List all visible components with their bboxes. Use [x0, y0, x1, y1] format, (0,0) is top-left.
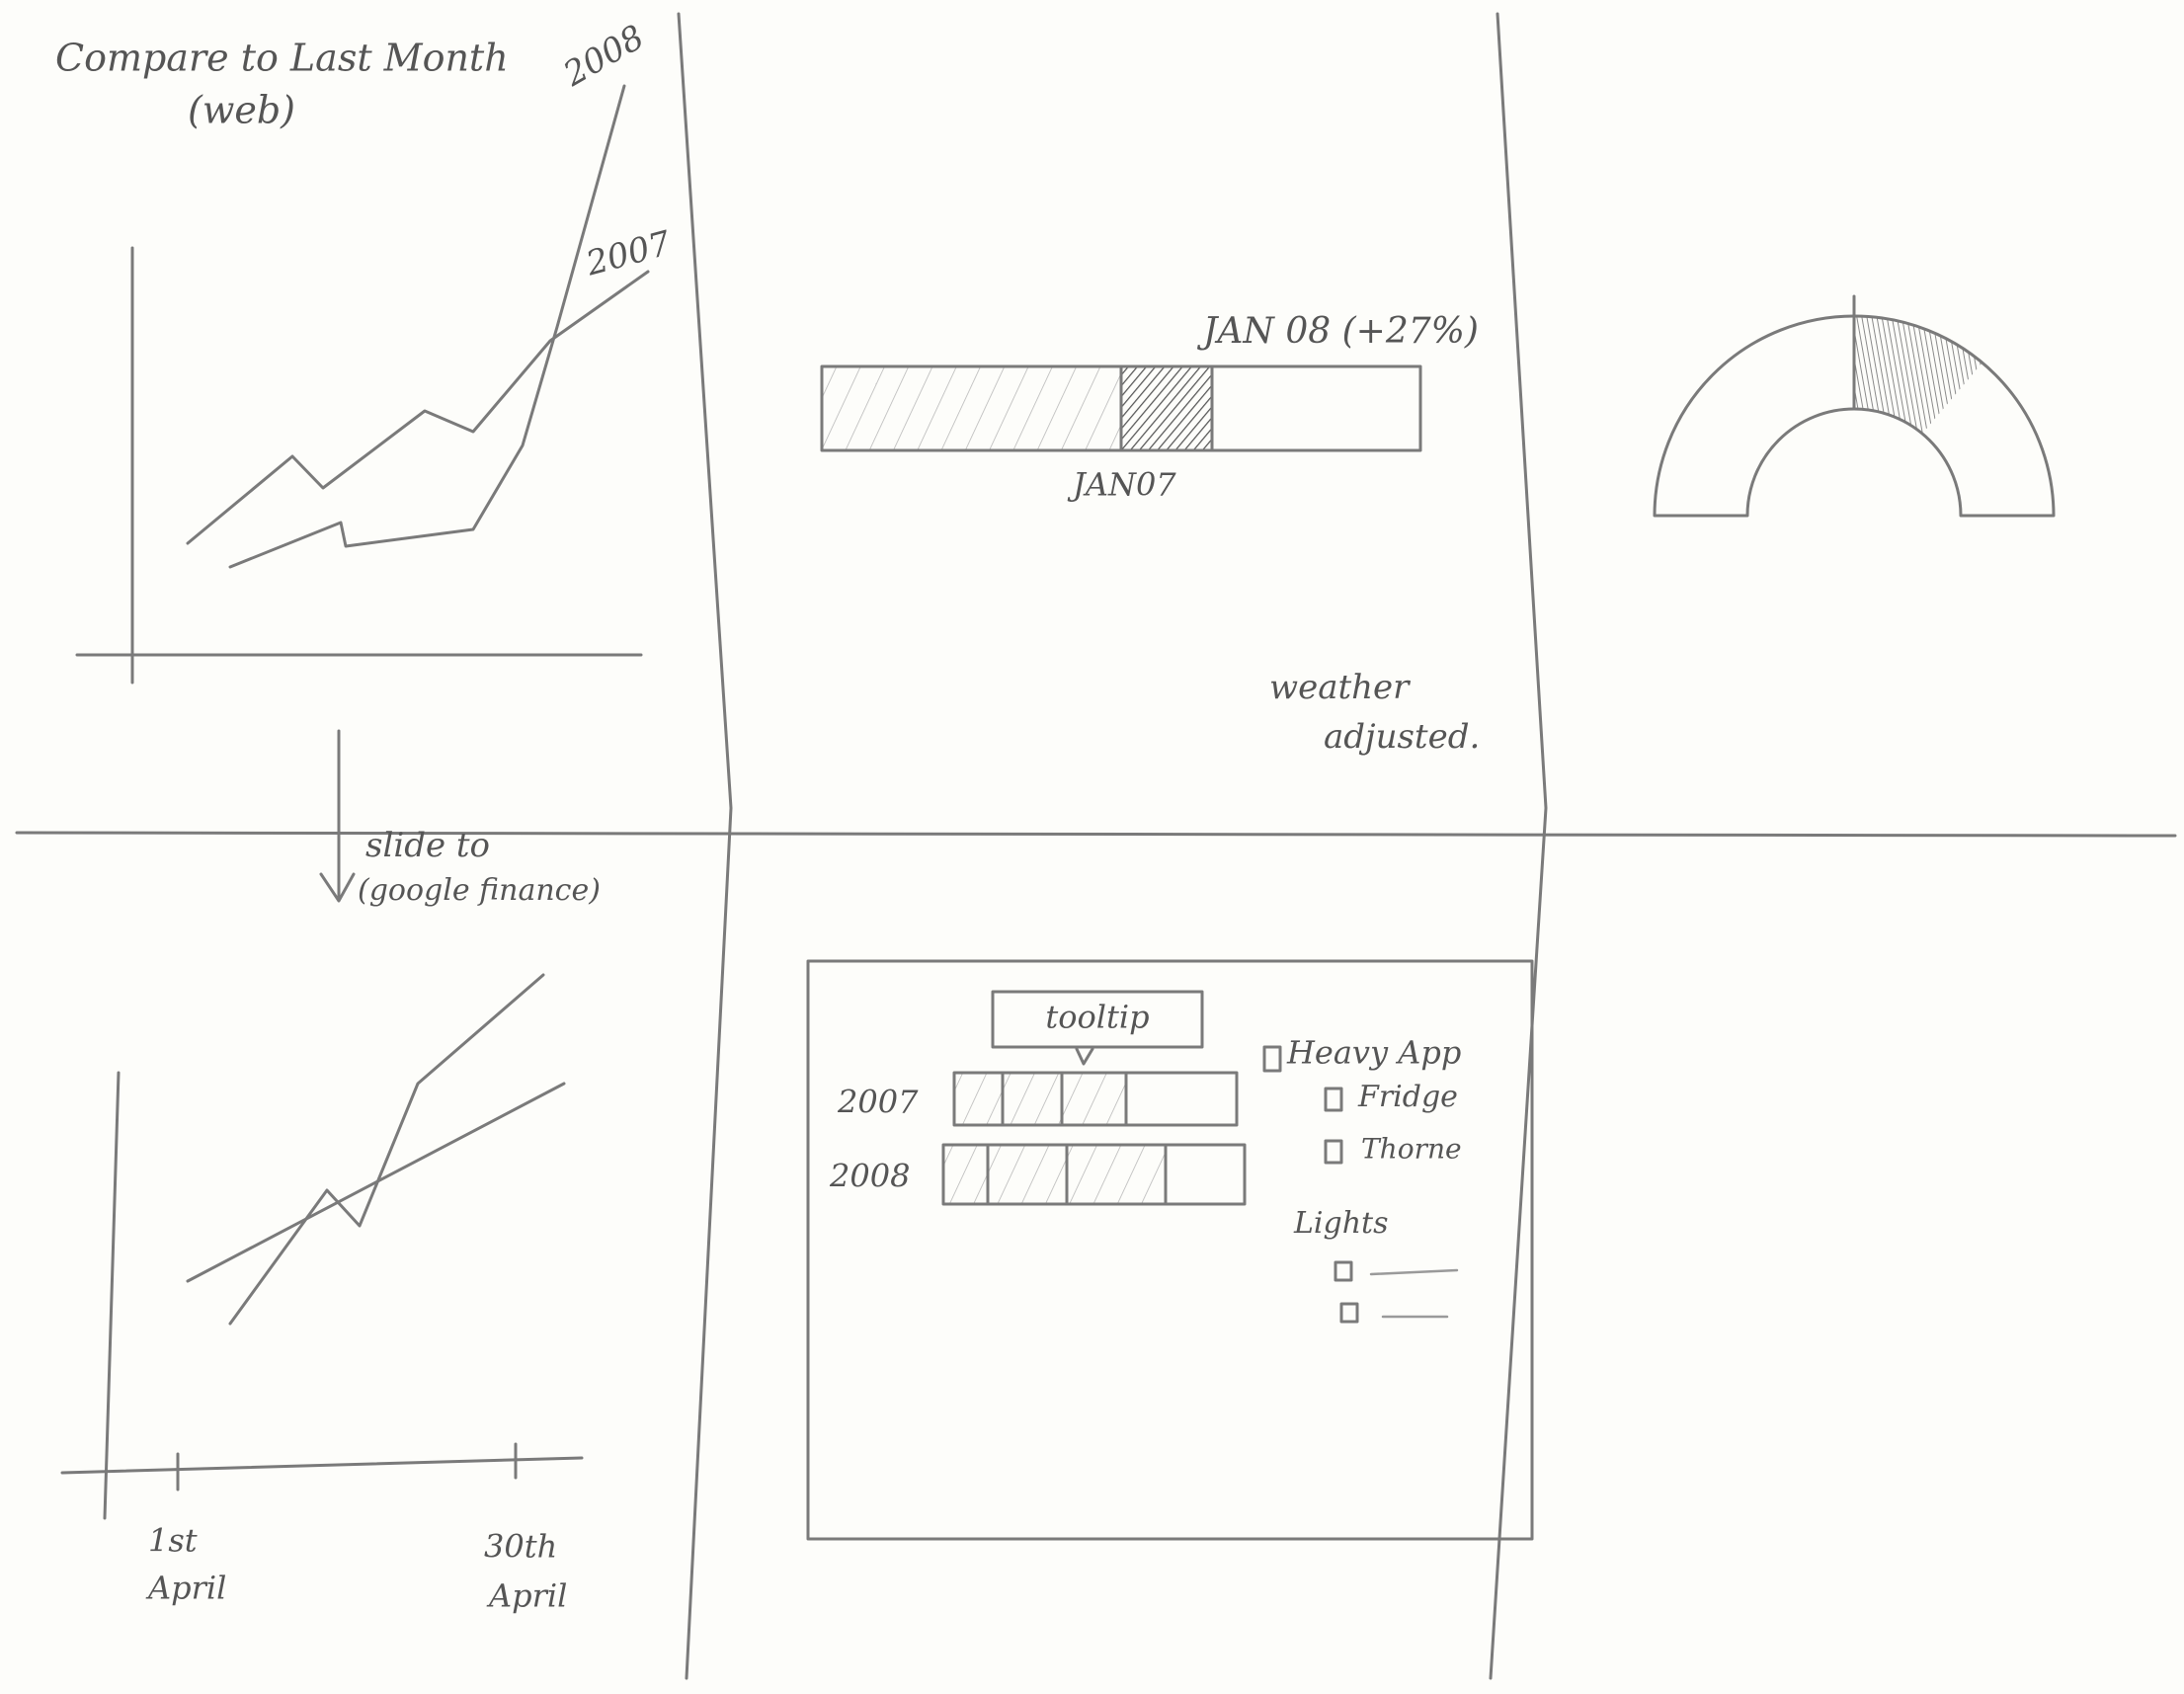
panel-title: Compare to Last Month — [55, 37, 509, 80]
bar-segment — [943, 1145, 1166, 1204]
gauge-fill — [1854, 315, 1982, 434]
line-label: 2007 — [581, 223, 675, 283]
line — [228, 973, 545, 1326]
option-label: Heavy App — [1286, 1034, 1461, 1072]
option-label: Lights — [1293, 1206, 1389, 1241]
y-axis — [103, 1071, 121, 1520]
placeholder-line — [1369, 1268, 1459, 1276]
x-label: 1st — [148, 1522, 198, 1560]
line-label: 2008 — [556, 18, 651, 95]
gauge — [1653, 314, 2056, 518]
window — [806, 959, 1534, 1541]
panel-subtitle: (web) — [188, 89, 295, 132]
divider — [1489, 12, 1548, 1680]
note: (google finance) — [358, 873, 601, 908]
tooltip-text: tooltip — [1045, 999, 1149, 1036]
checkbox — [1334, 1260, 1353, 1282]
arrow-head — [319, 872, 356, 903]
line-2008 — [228, 84, 626, 569]
x-label: 30th — [484, 1528, 557, 1566]
x-axis — [60, 1456, 584, 1475]
checkbox — [1339, 1302, 1359, 1324]
checkbox — [1324, 1087, 1343, 1112]
tooltip — [991, 990, 1204, 1049]
line — [186, 1082, 566, 1283]
divider — [15, 831, 2177, 838]
checkbox — [1324, 1139, 1343, 1165]
x-label: April — [486, 1577, 567, 1615]
line-2007 — [186, 270, 650, 545]
option-label: Thorne — [1361, 1133, 1462, 1166]
row-label: 2007 — [837, 1084, 919, 1121]
row-label: 2008 — [829, 1158, 910, 1195]
bar-label: JAN 08 (+27%) — [1196, 311, 1479, 352]
option-label: Fridge — [1357, 1080, 1458, 1114]
checkbox — [1262, 1045, 1282, 1073]
bar-segment — [1121, 366, 1212, 450]
note: weather — [1269, 668, 1411, 707]
stacked-bar — [952, 1071, 1239, 1127]
bar-segment — [954, 1073, 1126, 1125]
divider — [677, 12, 733, 1680]
stacked-bar — [941, 1143, 1247, 1206]
bar-segment — [822, 366, 1121, 450]
note: slide to — [365, 826, 490, 865]
tooltip-pointer — [1075, 1047, 1094, 1066]
bar-label: JAN07 — [1067, 466, 1176, 504]
note: adjusted. — [1324, 717, 1480, 757]
x-label: April — [145, 1570, 226, 1607]
